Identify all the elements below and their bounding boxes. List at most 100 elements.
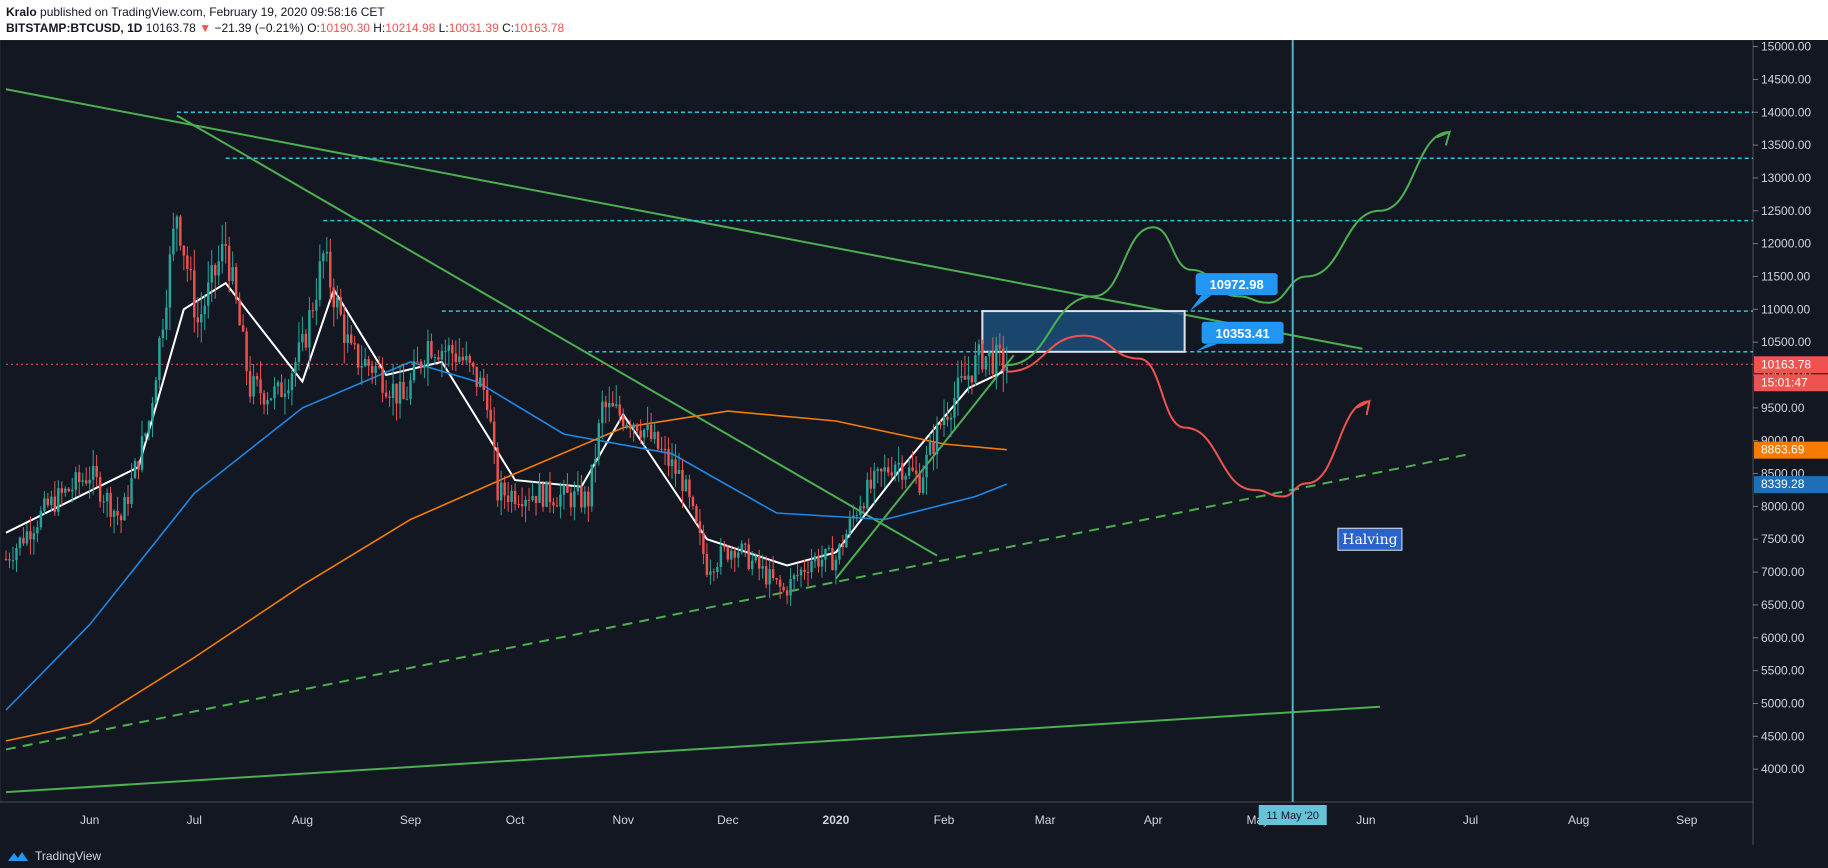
candle-body	[848, 518, 852, 534]
candle-body	[810, 561, 813, 573]
y-tick-label: 6000.00	[1761, 631, 1805, 645]
y-tick-label: 5000.00	[1761, 696, 1805, 710]
candle-body	[649, 424, 653, 440]
resistance-zone	[981, 310, 1186, 353]
candle-body	[440, 350, 444, 360]
candle-body	[942, 416, 946, 426]
open-value: 10190.30	[319, 21, 370, 35]
candle-body	[50, 496, 53, 506]
close-label: C:	[502, 21, 515, 35]
candle-body	[381, 367, 384, 393]
candle-body	[995, 344, 998, 375]
candle-body	[29, 531, 32, 540]
candle-body	[203, 305, 206, 315]
candle-body	[105, 492, 109, 502]
tradingview-logo[interactable]: TradingView	[6, 849, 101, 863]
candle-body	[806, 571, 810, 573]
candle-body	[36, 527, 39, 534]
candle-body	[873, 470, 876, 489]
candle-body	[712, 571, 716, 573]
candle-body	[552, 502, 555, 506]
chart-area[interactable]: 4000.00 4500.00 5000.00 5500.00 6000.00 6500.…	[0, 40, 1828, 845]
candle-body	[356, 344, 360, 368]
candle-body	[57, 488, 60, 512]
candle-body	[210, 265, 213, 283]
candle-body	[64, 488, 67, 493]
candle-body	[468, 356, 471, 363]
candle-body	[287, 390, 290, 394]
candle-body	[615, 404, 618, 407]
candle-body	[311, 310, 315, 312]
candle-body	[140, 436, 144, 470]
event-date-label: 11 May '20	[1266, 810, 1319, 822]
projection-arrowhead	[1436, 130, 1452, 146]
candle-body	[517, 504, 520, 506]
candle-body	[569, 492, 573, 508]
candle-body	[266, 400, 269, 405]
candle-body	[939, 423, 942, 426]
price-axis-badge	[1754, 441, 1828, 459]
candle-body	[363, 359, 367, 366]
candle-body	[831, 547, 834, 571]
candle-body	[792, 575, 796, 579]
candle-body	[911, 467, 914, 471]
candle-body	[482, 377, 485, 390]
price-chart[interactable]: 4000.00 4500.00 5000.00 5500.00 6000.00 6500.…	[0, 40, 1828, 845]
zone-price-label-box	[1201, 321, 1284, 344]
y-tick-label: 8000.00	[1761, 499, 1805, 513]
candle-body	[485, 389, 489, 410]
candle-body	[1002, 348, 1005, 372]
candle-body	[621, 415, 625, 427]
candle-body	[405, 398, 409, 400]
candle-body	[967, 375, 970, 380]
candle-body	[248, 371, 252, 397]
candle-body	[172, 228, 175, 255]
candle-body	[538, 483, 541, 503]
candle-body	[907, 467, 911, 476]
candle-body	[869, 479, 873, 489]
high-value: 10214.98	[385, 21, 436, 35]
candle-body	[660, 448, 663, 450]
x-tick-label: Jun	[80, 813, 99, 827]
zone-price-label-pointer	[1195, 343, 1218, 352]
candle-body	[269, 398, 273, 401]
candle-body	[702, 532, 705, 554]
candle-body	[691, 497, 695, 507]
candle-body	[88, 479, 91, 484]
candle-body	[733, 550, 737, 558]
candle-body	[276, 382, 280, 387]
candle-body	[541, 483, 545, 507]
candle-body	[245, 331, 248, 372]
candle-body	[827, 547, 831, 549]
candle-body	[719, 546, 723, 567]
candle-body	[214, 265, 217, 276]
candle-body	[988, 351, 991, 357]
candle-body	[297, 342, 301, 363]
candle-body	[189, 268, 193, 271]
candle-body	[778, 579, 782, 587]
candle-body	[506, 495, 510, 502]
price-axis-badge	[1754, 476, 1828, 494]
candle-body	[346, 334, 349, 343]
author-name[interactable]: Kralo	[6, 5, 37, 19]
candle-body	[782, 586, 785, 591]
candle-body	[681, 469, 684, 492]
candle-body	[238, 299, 241, 326]
y-tick-label: 7500.00	[1761, 532, 1805, 546]
candle-body	[370, 365, 374, 373]
candle-body	[970, 375, 974, 383]
y-tick-label: 6500.00	[1761, 598, 1805, 612]
candle-body	[646, 424, 649, 430]
candle-body	[391, 383, 395, 398]
candle-body	[897, 462, 900, 465]
candle-body	[367, 359, 370, 366]
price-change: −21.39 (−0.21%)	[214, 21, 304, 35]
candle-body	[280, 382, 283, 397]
candle-body	[322, 253, 325, 262]
candle-body	[883, 467, 886, 472]
candle-body	[419, 361, 423, 368]
candle-body	[409, 380, 412, 399]
candle-body	[109, 492, 112, 517]
candle-body	[1005, 366, 1008, 372]
candle-body	[918, 473, 921, 493]
